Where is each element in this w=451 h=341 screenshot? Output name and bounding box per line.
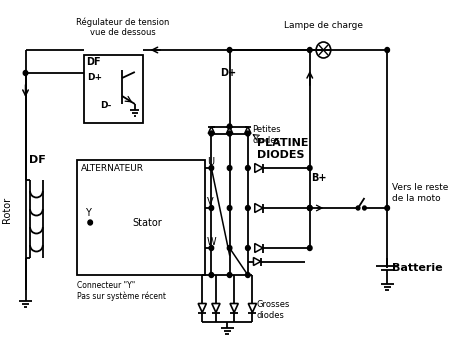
Polygon shape — [255, 163, 263, 173]
Circle shape — [308, 206, 312, 210]
Polygon shape — [198, 303, 207, 312]
Text: D+: D+ — [220, 68, 236, 78]
Bar — [84, 55, 143, 123]
Text: DF: DF — [29, 155, 46, 165]
Text: W: W — [207, 237, 216, 247]
Circle shape — [209, 272, 214, 278]
Text: B+: B+ — [312, 173, 327, 183]
Text: Batterie: Batterie — [392, 263, 442, 273]
Circle shape — [209, 206, 214, 210]
Text: Y: Y — [85, 208, 91, 218]
Circle shape — [308, 246, 312, 251]
Circle shape — [88, 220, 92, 225]
Circle shape — [308, 206, 312, 210]
Bar — [78, 160, 205, 275]
Circle shape — [308, 47, 312, 53]
Polygon shape — [244, 127, 251, 133]
Polygon shape — [253, 257, 261, 266]
Circle shape — [227, 124, 232, 129]
Circle shape — [227, 272, 232, 278]
Circle shape — [209, 246, 214, 251]
Text: ALTERNATEUR: ALTERNATEUR — [81, 164, 144, 173]
Text: V: V — [207, 197, 213, 207]
Circle shape — [385, 206, 390, 210]
Text: PLATINE
DIODES: PLATINE DIODES — [257, 138, 308, 160]
Polygon shape — [212, 303, 220, 312]
Polygon shape — [255, 204, 263, 212]
Circle shape — [227, 47, 232, 53]
Text: Vers le reste
de la moto: Vers le reste de la moto — [392, 183, 448, 203]
Circle shape — [227, 246, 232, 251]
Text: DF: DF — [86, 57, 100, 67]
Circle shape — [308, 165, 312, 170]
Circle shape — [209, 131, 214, 136]
Text: Grosses
diodes: Grosses diodes — [257, 300, 290, 320]
Circle shape — [385, 47, 390, 53]
Text: Petites
diodes: Petites diodes — [253, 125, 281, 145]
Circle shape — [245, 246, 250, 251]
Text: Stator: Stator — [133, 218, 162, 228]
Polygon shape — [255, 243, 263, 252]
Circle shape — [227, 165, 232, 170]
Circle shape — [363, 206, 366, 210]
Circle shape — [23, 71, 28, 75]
Polygon shape — [230, 303, 238, 312]
Text: Régulateur de tension
vue de dessous: Régulateur de tension vue de dessous — [76, 17, 169, 37]
Circle shape — [245, 165, 250, 170]
Text: U: U — [207, 157, 214, 167]
Text: D+: D+ — [87, 73, 102, 81]
Circle shape — [245, 206, 250, 210]
Circle shape — [245, 131, 250, 136]
Circle shape — [245, 272, 250, 278]
Text: D-: D- — [100, 101, 111, 109]
Circle shape — [227, 131, 232, 136]
Text: Lampe de charge: Lampe de charge — [284, 21, 363, 30]
Polygon shape — [226, 127, 233, 133]
Circle shape — [209, 165, 214, 170]
Circle shape — [227, 206, 232, 210]
Polygon shape — [208, 127, 215, 133]
Text: Rotor: Rotor — [2, 197, 12, 223]
Circle shape — [356, 206, 360, 210]
Text: Connecteur "Y"
Pas sur système récent: Connecteur "Y" Pas sur système récent — [78, 281, 166, 301]
Polygon shape — [248, 303, 257, 312]
